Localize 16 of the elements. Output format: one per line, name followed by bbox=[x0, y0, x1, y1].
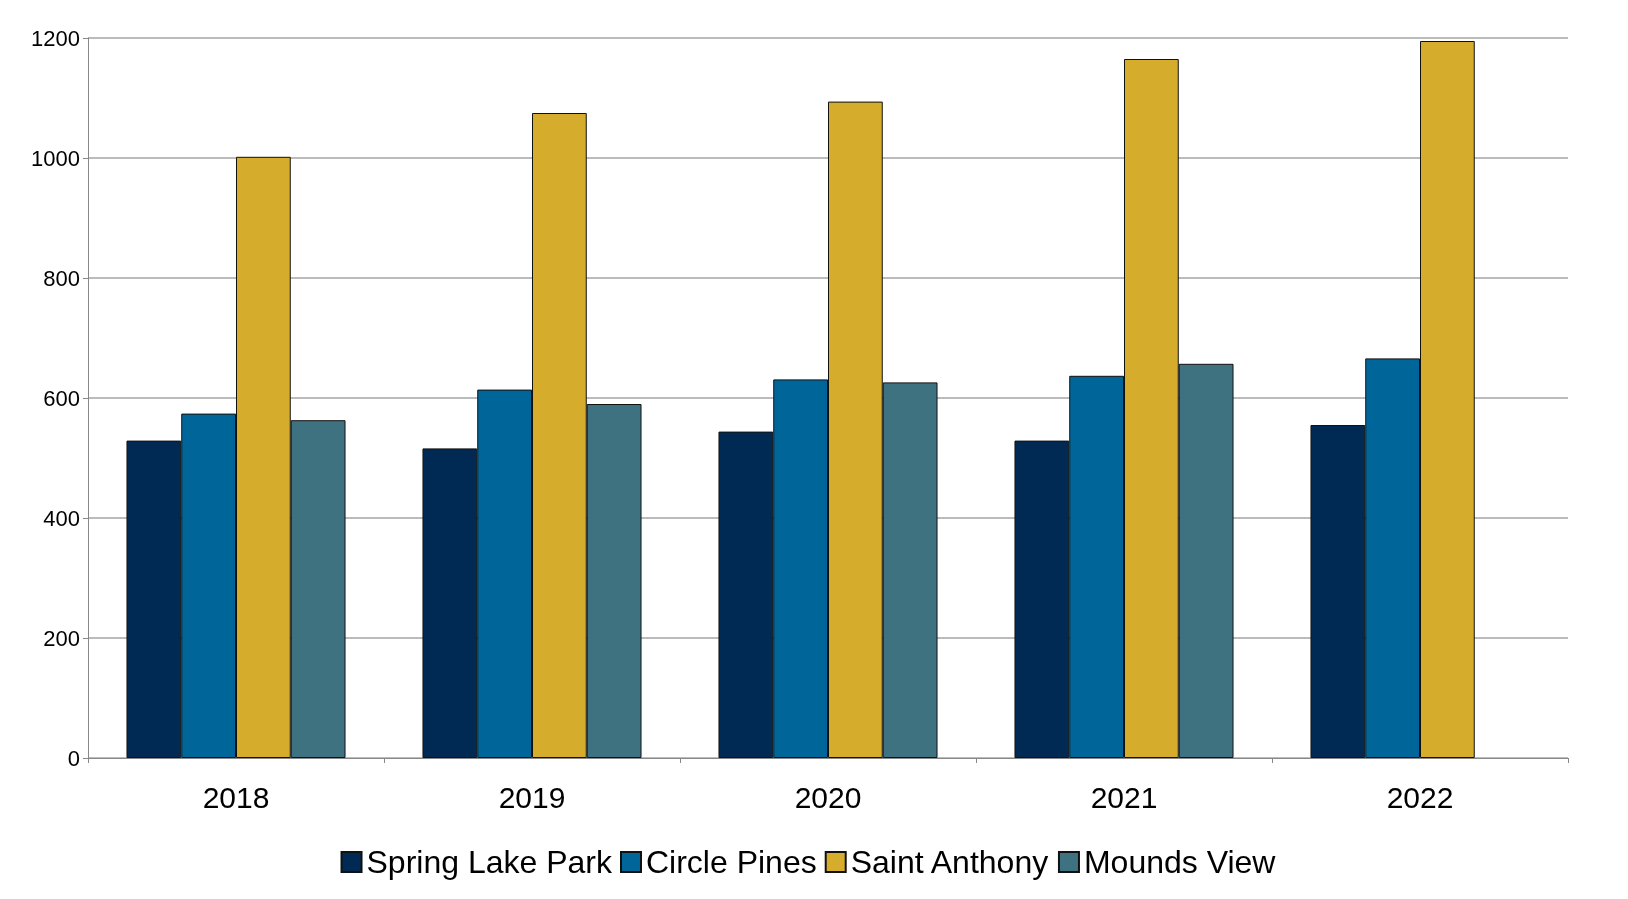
y-tick-label: 1000 bbox=[31, 145, 80, 171]
x-tick-label: 2020 bbox=[794, 780, 862, 814]
legend-label: Circle Pines bbox=[645, 844, 817, 880]
x-tick-label: 2019 bbox=[498, 780, 566, 814]
x-tick-label: 2018 bbox=[202, 780, 270, 814]
y-tick-label: 1200 bbox=[31, 25, 80, 51]
legend-label: Saint Anthony bbox=[850, 844, 1049, 880]
y-tick-label: 800 bbox=[43, 265, 80, 291]
y-tick-label: 400 bbox=[43, 505, 80, 531]
y-tick-label: 0 bbox=[67, 745, 80, 771]
legend-label: Spring Lake Park bbox=[366, 844, 613, 880]
x-tick-label: 2021 bbox=[1090, 780, 1158, 814]
y-tick-label: 200 bbox=[43, 625, 80, 651]
legend-label: Mounds View bbox=[1083, 844, 1277, 880]
x-tick-label: 2022 bbox=[1386, 780, 1454, 814]
y-tick-label: 600 bbox=[43, 385, 80, 411]
